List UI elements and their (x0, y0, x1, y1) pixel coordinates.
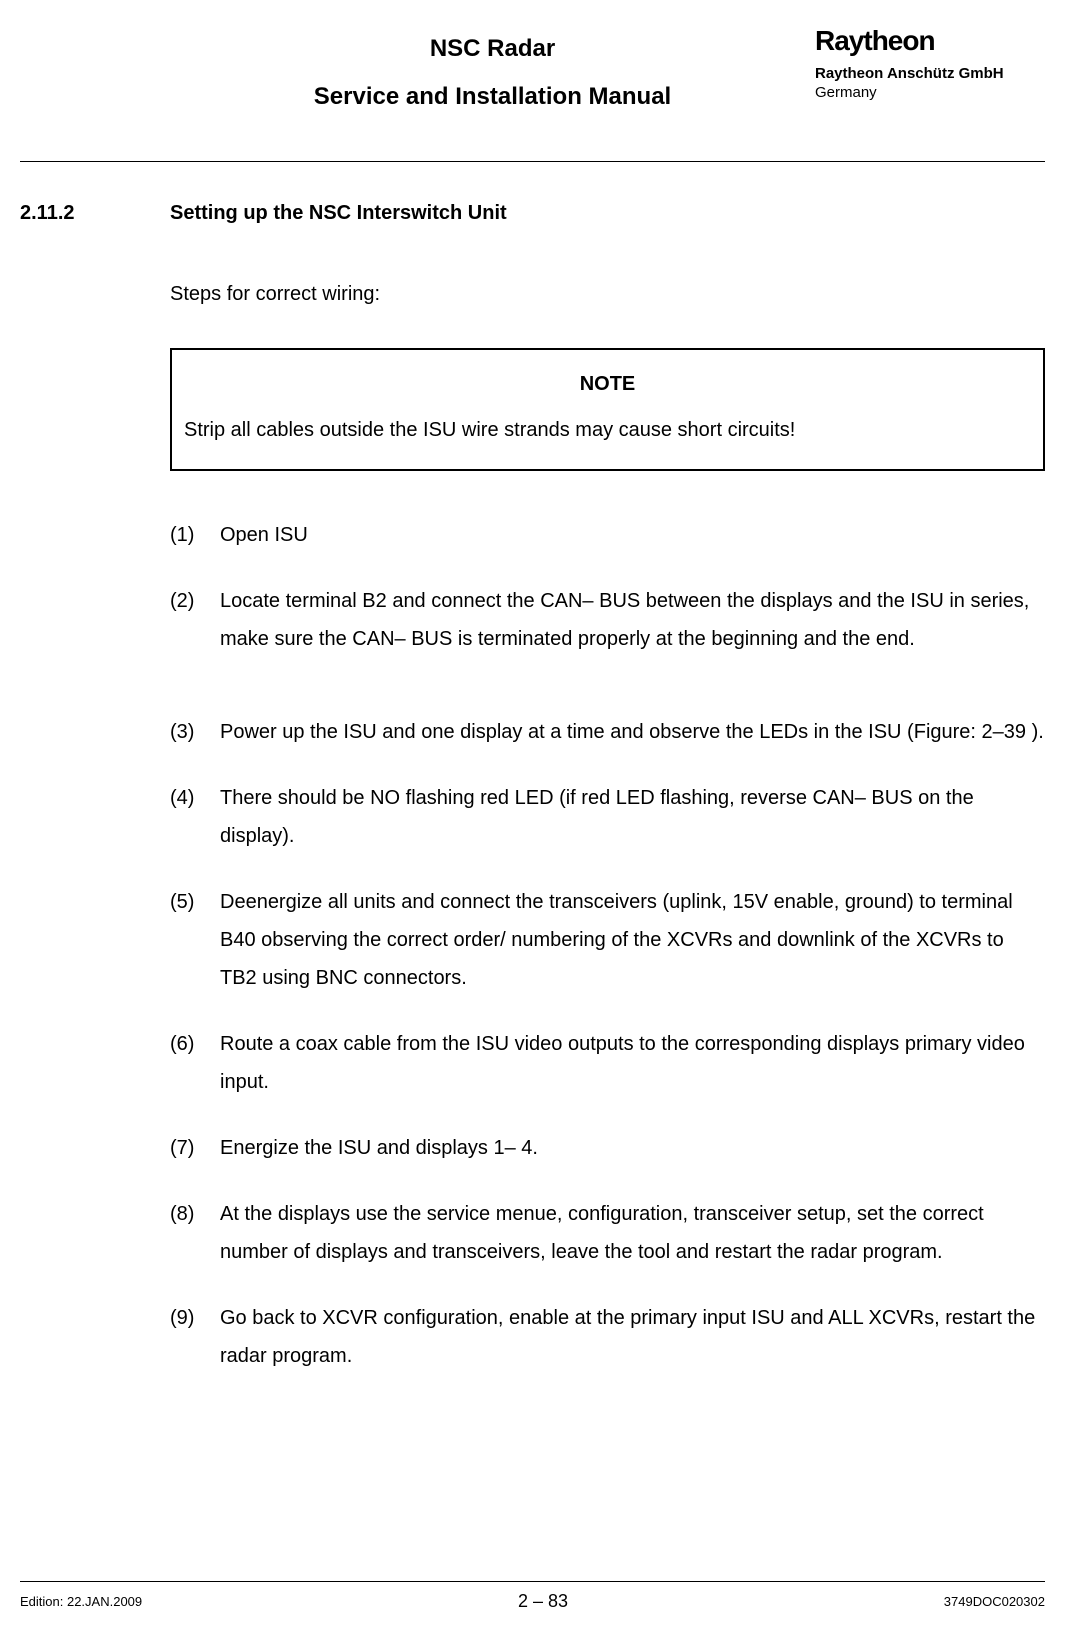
step-9: (9) Go back to XCVR configuration, enabl… (170, 1299, 1045, 1375)
step-num: (7) (170, 1129, 220, 1167)
step-text: At the displays use the service menue, c… (220, 1195, 1045, 1271)
step-num: (5) (170, 883, 220, 997)
step-text: Locate terminal B2 and connect the CAN– … (220, 582, 1045, 658)
note-label: NOTE (184, 365, 1031, 403)
company-logo: Raytheon (815, 25, 1045, 57)
header-right: Raytheon Raytheon Anschütz GmbH Germany (815, 20, 1045, 101)
content-body: Steps for correct wiring: NOTE Strip all… (170, 275, 1045, 1375)
company-country: Germany (815, 84, 1045, 101)
step-num: (4) (170, 779, 220, 855)
step-text: Route a coax cable from the ISU video ou… (220, 1025, 1045, 1101)
section-title: Setting up the NSC Interswitch Unit (170, 202, 507, 225)
footer-divider (20, 1581, 1045, 1582)
step-text: Open ISU (220, 516, 1045, 554)
step-text: Power up the ISU and one display at a ti… (220, 713, 1045, 751)
step-num: (6) (170, 1025, 220, 1101)
doc-title-1: NSC Radar (170, 35, 815, 63)
intro-text: Steps for correct wiring: (170, 275, 1045, 313)
step-4: (4) There should be NO flashing red LED … (170, 779, 1045, 855)
step-1: (1) Open ISU (170, 516, 1045, 554)
section-number: 2.11.2 (20, 202, 170, 225)
step-7: (7) Energize the ISU and displays 1– 4. (170, 1129, 1045, 1167)
step-8: (8) At the displays use the service menu… (170, 1195, 1045, 1271)
page-footer: Edition: 22.JAN.2009 2 – 83 3749DOC02030… (20, 1591, 1045, 1612)
step-2: (2) Locate terminal B2 and connect the C… (170, 582, 1045, 658)
note-box: NOTE Strip all cables outside the ISU wi… (170, 348, 1045, 471)
step-text: There should be NO flashing red LED (if … (220, 779, 1045, 855)
step-5: (5) Deenergize all units and connect the… (170, 883, 1045, 997)
page-header: NSC Radar Service and Installation Manua… (20, 20, 1045, 161)
footer-doc-id: 3749DOC020302 (944, 1594, 1045, 1609)
company-name: Raytheon Anschütz GmbH (815, 65, 1045, 82)
doc-title-2: Service and Installation Manual (170, 83, 815, 111)
step-text: Deenergize all units and connect the tra… (220, 883, 1045, 997)
step-num: (3) (170, 713, 220, 751)
section-header: 2.11.2 Setting up the NSC Interswitch Un… (20, 202, 1045, 225)
footer-page-number: 2 – 83 (518, 1591, 568, 1612)
step-3: (3) Power up the ISU and one display at … (170, 713, 1045, 751)
step-text: Go back to XCVR configuration, enable at… (220, 1299, 1045, 1375)
note-text: Strip all cables outside the ISU wire st… (184, 411, 1031, 449)
header-center: NSC Radar Service and Installation Manua… (170, 20, 815, 111)
step-num: (2) (170, 582, 220, 658)
footer-edition: Edition: 22.JAN.2009 (20, 1594, 142, 1609)
step-num: (1) (170, 516, 220, 554)
step-text: Energize the ISU and displays 1– 4. (220, 1129, 1045, 1167)
step-6: (6) Route a coax cable from the ISU vide… (170, 1025, 1045, 1101)
step-num: (9) (170, 1299, 220, 1375)
header-divider (20, 161, 1045, 162)
step-num: (8) (170, 1195, 220, 1271)
